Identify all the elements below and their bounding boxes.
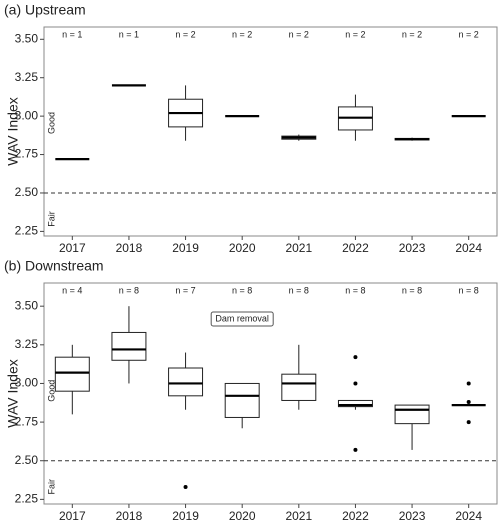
- x-tick-label: 2017: [59, 241, 86, 255]
- x-tick-label: 2018: [116, 241, 143, 255]
- annotation: Dam removal: [215, 313, 269, 323]
- box: [281, 373, 317, 401]
- outlier: [183, 485, 188, 489]
- outlier: [353, 447, 358, 452]
- y-axis-label: WAV Index: [5, 97, 21, 165]
- y-tick-label: 3.50: [15, 31, 39, 45]
- box: [394, 404, 430, 425]
- region-label: Fair: [46, 211, 56, 227]
- box: [111, 331, 147, 361]
- n-label: n = 8: [232, 285, 252, 295]
- annotation-box: [210, 311, 274, 327]
- y-tick-label: 3.00: [15, 376, 39, 390]
- n-label: n = 2: [459, 29, 479, 39]
- x-tick-label: 2020: [229, 241, 256, 255]
- region-label: Good: [46, 380, 56, 402]
- y-axis-label: WAV Index: [5, 359, 21, 427]
- box: [337, 399, 373, 408]
- y-tick-label: 2.25: [15, 224, 39, 238]
- n-label: n = 4: [62, 285, 82, 295]
- x-tick-label: 2020: [229, 509, 256, 520]
- n-label: n = 2: [289, 29, 309, 39]
- x-tick-label: 2017: [59, 509, 86, 520]
- x-tick-label: 2024: [455, 509, 482, 520]
- box: [224, 382, 260, 418]
- n-label: n = 1: [119, 29, 139, 39]
- y-tick-label: 2.50: [15, 185, 39, 199]
- n-label: n = 8: [459, 285, 479, 295]
- y-tick-label: 3.25: [15, 337, 39, 351]
- outlier: [466, 400, 471, 404]
- x-tick-label: 2022: [342, 241, 369, 255]
- y-tick-label: 3.00: [15, 108, 39, 122]
- y-tick-label: 2.75: [15, 414, 39, 428]
- n-label: n = 7: [175, 285, 195, 295]
- plot-frame: [43, 282, 498, 505]
- outlier: [466, 420, 471, 425]
- panel-title: (a) Upstream: [4, 2, 86, 18]
- x-tick-label: 2023: [399, 241, 426, 255]
- n-label: n = 2: [232, 29, 252, 39]
- x-tick-label: 2024: [455, 241, 482, 255]
- x-tick-label: 2019: [172, 241, 199, 255]
- outlier: [353, 355, 358, 360]
- box: [168, 367, 204, 397]
- n-label: n = 8: [289, 285, 309, 295]
- y-tick-label: 2.25: [15, 492, 39, 506]
- n-label: n = 8: [345, 285, 365, 295]
- n-label: n = 8: [402, 285, 422, 295]
- y-tick-label: 3.25: [15, 70, 39, 84]
- region-label: Fair: [46, 479, 56, 495]
- outlier: [353, 381, 358, 386]
- n-label: n = 1: [62, 29, 82, 39]
- x-tick-label: 2019: [172, 509, 199, 520]
- x-tick-label: 2021: [285, 241, 312, 255]
- n-label: n = 2: [402, 29, 422, 39]
- x-tick-label: 2023: [399, 509, 426, 520]
- box: [54, 356, 90, 392]
- outlier: [466, 381, 471, 386]
- x-tick-label: 2022: [342, 509, 369, 520]
- x-tick-label: 2018: [116, 509, 143, 520]
- y-tick-label: 3.50: [15, 298, 39, 312]
- n-label: n = 2: [175, 29, 195, 39]
- y-tick-label: 2.75: [15, 147, 39, 161]
- n-label: n = 8: [119, 285, 139, 295]
- region-label: Good: [46, 112, 56, 134]
- panel-title: (b) Downstream: [4, 258, 104, 274]
- plot-frame: [43, 26, 498, 237]
- n-label: n = 2: [345, 29, 365, 39]
- y-tick-label: 2.50: [15, 453, 39, 467]
- x-tick-label: 2021: [285, 509, 312, 520]
